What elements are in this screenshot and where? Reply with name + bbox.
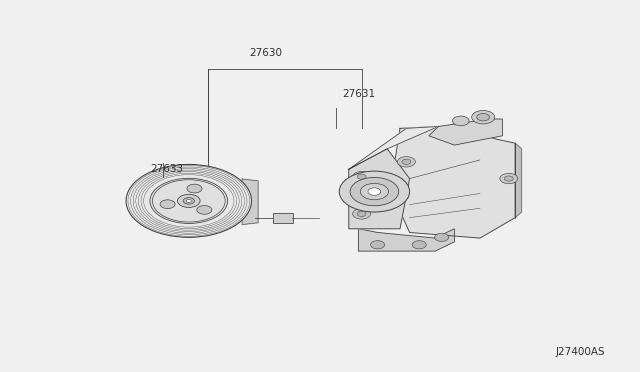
FancyBboxPatch shape: [273, 213, 293, 223]
Polygon shape: [349, 149, 410, 229]
Circle shape: [368, 188, 381, 195]
Polygon shape: [515, 143, 522, 218]
Circle shape: [196, 205, 212, 214]
Circle shape: [477, 113, 490, 121]
Circle shape: [350, 177, 399, 206]
Circle shape: [150, 178, 228, 224]
Text: 27631: 27631: [342, 89, 376, 99]
Text: 27630: 27630: [249, 48, 282, 58]
Text: J27400AS: J27400AS: [555, 347, 605, 357]
Circle shape: [412, 241, 426, 249]
Polygon shape: [349, 126, 438, 169]
Circle shape: [160, 200, 175, 209]
Polygon shape: [242, 179, 258, 225]
Circle shape: [452, 116, 469, 126]
Circle shape: [371, 241, 385, 249]
Circle shape: [353, 209, 371, 219]
Polygon shape: [429, 119, 502, 145]
Circle shape: [357, 211, 366, 217]
Circle shape: [177, 194, 200, 208]
Circle shape: [357, 174, 366, 179]
Text: 27633: 27633: [150, 164, 184, 174]
Circle shape: [152, 180, 225, 222]
Circle shape: [353, 171, 371, 182]
Circle shape: [402, 159, 411, 164]
Circle shape: [435, 233, 449, 241]
Circle shape: [397, 157, 415, 167]
Polygon shape: [358, 229, 454, 251]
Circle shape: [183, 198, 195, 204]
Circle shape: [360, 183, 388, 200]
Circle shape: [126, 164, 252, 237]
Circle shape: [187, 184, 202, 193]
Polygon shape: [390, 126, 515, 238]
Circle shape: [504, 176, 513, 181]
Circle shape: [186, 199, 191, 202]
Circle shape: [472, 110, 495, 124]
Circle shape: [339, 171, 410, 212]
Circle shape: [500, 173, 518, 184]
